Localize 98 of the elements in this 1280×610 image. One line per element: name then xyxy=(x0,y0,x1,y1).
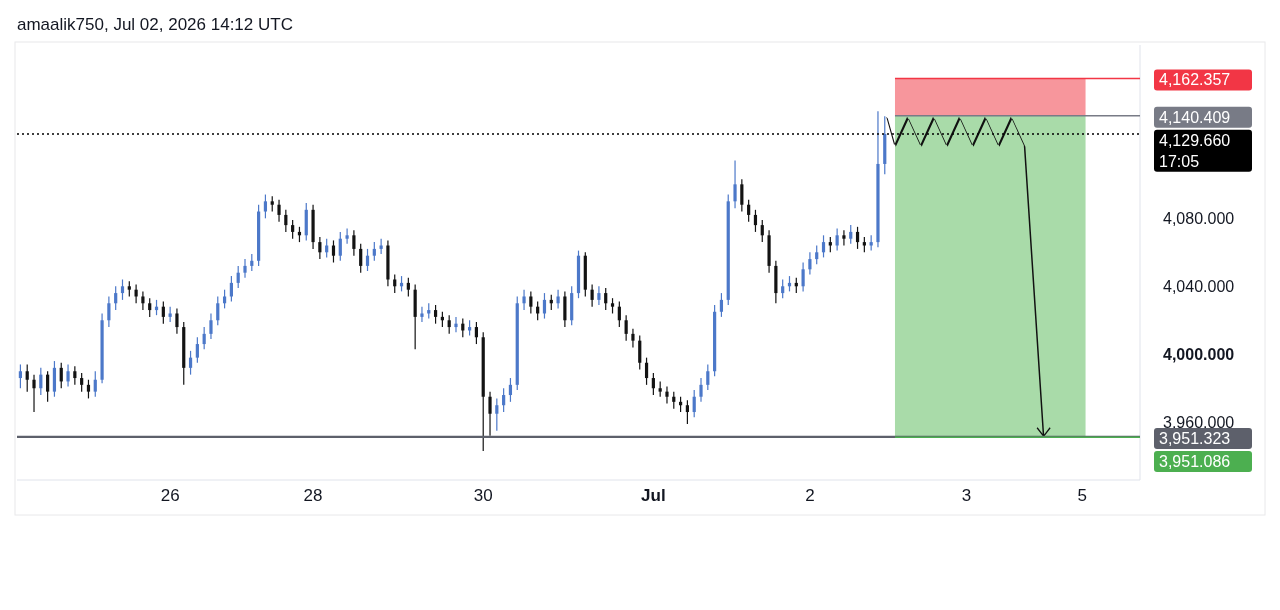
ref-line-label: 3,951.086 xyxy=(1159,452,1231,470)
candlestick xyxy=(352,229,356,257)
candlestick xyxy=(719,292,724,318)
candlestick xyxy=(93,370,97,398)
candlestick xyxy=(338,231,342,262)
candlestick xyxy=(284,209,288,233)
candlestick xyxy=(556,289,560,309)
candlestick xyxy=(73,365,77,386)
candlestick xyxy=(114,285,118,311)
x-tick-label: 2 xyxy=(805,486,815,506)
candlestick xyxy=(188,350,193,376)
candlestick xyxy=(202,326,206,350)
candlestick xyxy=(815,244,819,265)
candlestick xyxy=(365,248,370,272)
candlestick xyxy=(638,334,642,371)
candlestick xyxy=(495,397,499,432)
candlestick xyxy=(331,239,336,264)
ref-line-label: 4,129.660 17:05 xyxy=(1159,131,1231,170)
candlestick xyxy=(420,306,424,323)
candlestick xyxy=(168,306,172,323)
candlestick xyxy=(821,234,826,258)
candlestick xyxy=(454,316,458,333)
candlestick xyxy=(855,226,860,250)
candlestick xyxy=(52,360,57,398)
candlestick xyxy=(195,336,199,364)
ref-line-label: 3,951.323 xyxy=(1159,429,1231,447)
x-tick-label: 28 xyxy=(303,486,323,506)
candlestick xyxy=(692,389,696,418)
candlestick xyxy=(706,363,710,391)
candlestick xyxy=(243,258,247,279)
candlestick xyxy=(522,289,526,311)
candlestick xyxy=(474,321,479,345)
candlestick xyxy=(107,295,111,328)
candlestick xyxy=(209,312,213,340)
candlestick xyxy=(508,377,513,403)
candlestick xyxy=(563,290,567,328)
candlestick xyxy=(393,273,397,294)
candlestick xyxy=(263,193,268,219)
x-tick-label: 5 xyxy=(1077,486,1087,506)
candlestick xyxy=(597,285,601,306)
candlestick xyxy=(644,357,649,386)
x-tick-label: Jul xyxy=(641,486,666,506)
y-tick-label: 4,000.000 xyxy=(1163,345,1235,363)
candlestick xyxy=(502,387,506,413)
candlestick xyxy=(175,307,179,335)
x-tick-label: 3 xyxy=(961,486,972,506)
candlestick xyxy=(801,261,805,292)
candlestick xyxy=(808,251,812,275)
candlestick xyxy=(86,379,91,400)
candlestick xyxy=(120,278,125,301)
candlestick xyxy=(753,209,758,233)
candlestick xyxy=(359,243,363,274)
y-tick-label: 4,040.000 xyxy=(1163,277,1235,295)
candlestick xyxy=(529,290,533,315)
candlestick xyxy=(216,295,220,326)
candlestick xyxy=(624,314,628,342)
candlestick xyxy=(447,314,451,335)
candlestick xyxy=(590,283,594,308)
chart-title: amaalik750, Jul 02, 2026 14:12 UTC xyxy=(17,15,293,34)
candlestick xyxy=(372,241,376,262)
candlestick xyxy=(433,304,438,325)
candlestick xyxy=(161,300,165,325)
candlestick xyxy=(222,289,227,309)
candlestick xyxy=(236,265,240,289)
candlestick xyxy=(141,290,145,311)
candlestick xyxy=(651,372,655,396)
candlestick xyxy=(747,199,751,223)
candlestick xyxy=(665,385,669,405)
candlestick xyxy=(842,229,846,247)
candlestick xyxy=(781,278,785,299)
candlestick xyxy=(488,391,492,437)
candlestick xyxy=(345,227,349,245)
candlestick xyxy=(406,277,410,298)
candlestick xyxy=(18,363,22,389)
candlestick xyxy=(685,399,689,425)
ref-line-label: 4,162.357 xyxy=(1159,71,1231,89)
candlestick xyxy=(25,363,29,393)
x-tick-label: 30 xyxy=(473,486,493,506)
ref-line-label: 4,140.409 xyxy=(1159,108,1231,126)
y-tick-label: 3,960.000 xyxy=(1163,413,1235,431)
candlestick xyxy=(46,370,50,403)
candlestick xyxy=(760,219,764,243)
candlestick xyxy=(604,287,608,311)
candlestick xyxy=(277,199,281,223)
y-tick-label: 4,080.000 xyxy=(1163,209,1235,227)
candlestick xyxy=(148,297,152,318)
candlestick xyxy=(66,363,70,388)
candlestick xyxy=(631,328,635,349)
candlestick xyxy=(318,236,322,260)
candlestick xyxy=(733,159,737,209)
candlestick xyxy=(32,374,36,413)
candlestick xyxy=(835,227,839,252)
candlestick xyxy=(699,377,703,403)
x-tick-label: 26 xyxy=(160,486,180,506)
candlestick xyxy=(740,178,744,213)
candlestick xyxy=(849,224,853,245)
candlestick xyxy=(291,219,295,240)
candlestick xyxy=(80,372,84,393)
